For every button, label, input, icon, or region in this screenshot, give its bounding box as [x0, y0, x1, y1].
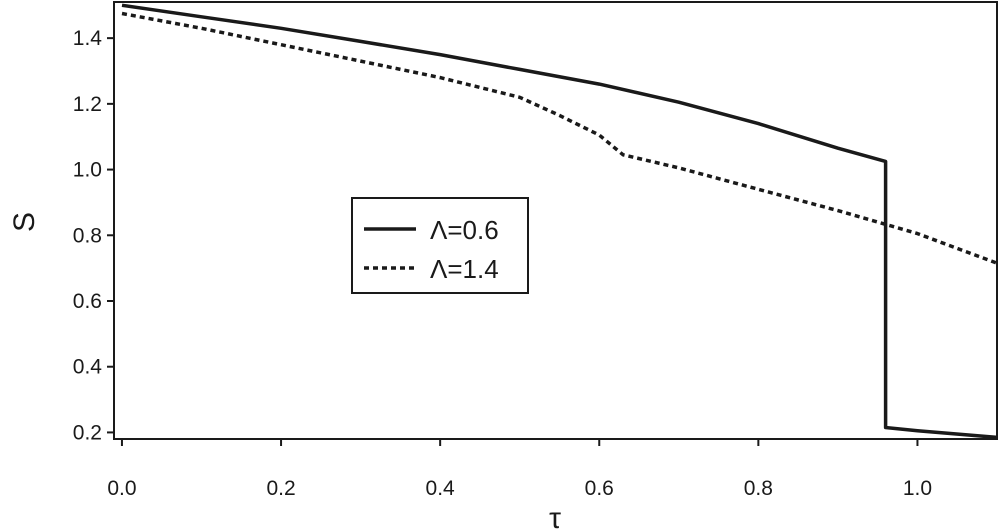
x-axis-title: τ	[549, 502, 561, 531]
x-tick-label: 0.6	[585, 477, 614, 500]
x-tick-label: 0.8	[744, 477, 773, 500]
x-axis: 0.0 0.2 0.4 0.6 0.8 1.0	[107, 439, 932, 500]
legend-label-series-2: Λ=1.4	[430, 254, 499, 284]
y-tick-label: 1.2	[73, 93, 102, 116]
y-tick-label: 0.2	[73, 421, 102, 444]
x-tick-label: 0.2	[266, 477, 295, 500]
series-line-2	[121, 11, 998, 265]
x-tick-label: 0.4	[426, 477, 456, 500]
x-tick-label: 1.0	[903, 477, 932, 500]
legend: Λ=0.6 Λ=1.4	[351, 197, 529, 294]
y-tick-label: 1.0	[73, 159, 102, 182]
y-axis-title: S	[8, 212, 41, 232]
legend-label-series-1: Λ=0.6	[430, 215, 499, 245]
y-tick-label: 0.8	[73, 224, 102, 247]
x-tick-label: 0.0	[107, 477, 136, 500]
series-line-1	[121, 3, 998, 440]
y-tick-label: 0.6	[73, 290, 102, 313]
y-axis: 0.2 0.4 0.6 0.8 1.0 1.2 1.4	[73, 27, 114, 444]
legend-box	[351, 197, 529, 294]
series-layer	[121, 3, 998, 440]
y-tick-label: 0.4	[73, 356, 103, 379]
plot-frame	[113, 1, 998, 440]
y-tick-label: 1.4	[73, 27, 103, 50]
